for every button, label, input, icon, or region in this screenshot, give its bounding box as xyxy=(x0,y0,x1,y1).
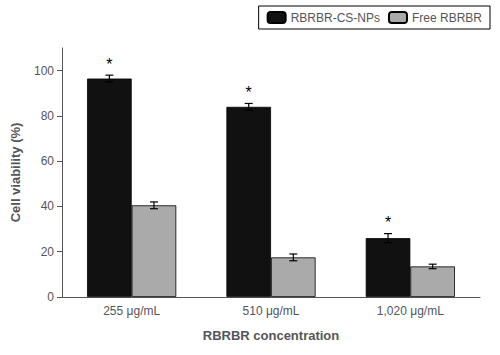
svg-text:RBRBR concentration: RBRBR concentration xyxy=(203,328,340,343)
svg-text:40: 40 xyxy=(41,199,55,213)
svg-text:510 μg/mL: 510 μg/mL xyxy=(243,304,300,318)
svg-text:Cell viability (%): Cell viability (%) xyxy=(8,123,23,223)
svg-text:*: * xyxy=(385,214,391,231)
svg-text:0: 0 xyxy=(47,290,54,304)
svg-text:Free RBRBR: Free RBRBR xyxy=(412,11,482,25)
svg-text:255 μg/mL: 255 μg/mL xyxy=(103,304,160,318)
svg-text:*: * xyxy=(106,56,112,73)
svg-text:80: 80 xyxy=(41,109,55,123)
svg-text:20: 20 xyxy=(41,245,55,259)
svg-text:60: 60 xyxy=(41,154,55,168)
svg-text:100: 100 xyxy=(34,64,54,78)
svg-text:*: * xyxy=(246,84,252,101)
svg-text:1,020 μg/mL: 1,020 μg/mL xyxy=(377,304,444,318)
svg-text:RBRBR-CS-NPs: RBRBR-CS-NPs xyxy=(291,11,380,25)
